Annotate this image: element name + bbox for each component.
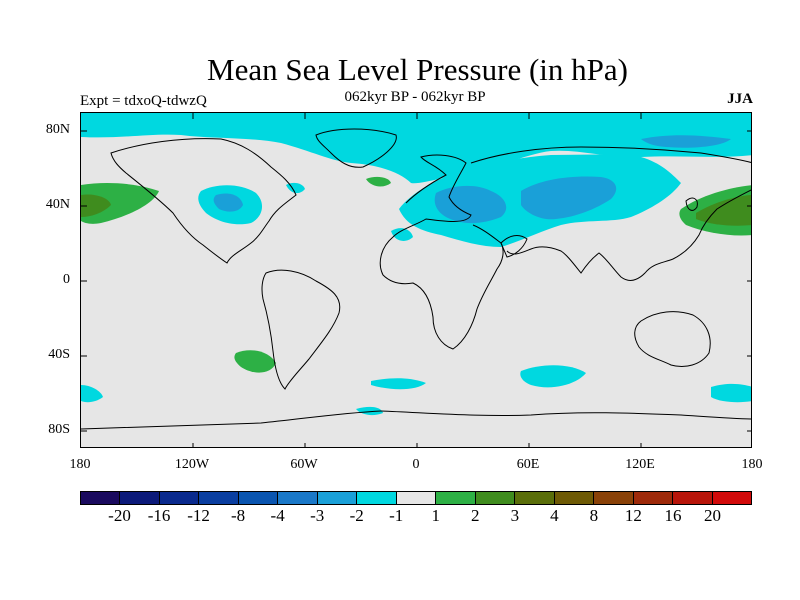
australia-coast [634,311,711,367]
colorbar-label: 1 [431,506,441,525]
siberia-core [641,135,731,148]
colorbar-swatch-6 [317,492,358,504]
southern-ocean-low [356,406,383,416]
south-pacific-low-east [711,383,751,403]
hudson-low [286,182,305,194]
colorbar-swatch-3 [199,492,239,504]
lon-label-60e: 60E [516,457,540,472]
atlantic-high [366,176,391,187]
lat-label-40s: 40S [48,347,70,362]
eurasia-core-east [521,176,617,220]
arctic-low-region [81,113,751,184]
antarctica-coast [81,410,751,430]
colorbar-label: -4 [270,506,285,525]
lon-label-60w: 60W [290,457,318,472]
colorbar-label: -1 [389,506,404,525]
lon-label-180w: 180 [69,457,91,472]
north-pacific-high-west-core [696,195,751,226]
colorbar-label: 2 [471,506,480,525]
colorbar-label: 4 [550,506,559,525]
south-pacific-high [234,350,276,373]
colorbar-label: 3 [510,506,520,525]
lon-label-120e: 120E [625,457,655,472]
greenland-coast [315,128,397,168]
colorbar-label: 8 [589,506,599,525]
colorbar-swatch-10 [475,492,516,504]
lat-label-40n: 40N [45,197,70,212]
lon-label-180e: 180 [741,457,763,472]
colorbar-swatch-11 [515,492,555,504]
colorbar-swatch-12 [554,492,595,504]
lat-label-80n: 80N [45,122,70,137]
colorbar-swatch-15 [673,492,713,504]
eurasia-core-west [434,185,507,224]
colorbar [80,491,752,505]
lon-label-0: 0 [412,457,420,472]
mediterranean-low [391,228,413,241]
colorbar-swatch-8 [396,492,437,504]
colorbar-swatch-7 [357,492,397,504]
map-canvas [81,113,751,447]
north-pacific-high-east-core [81,194,111,217]
colorbar-swatch-16 [712,492,751,504]
north-pacific-high-east [81,183,159,224]
colorbar-label: -3 [310,506,325,525]
ticks [81,113,751,447]
europe-africa-coast [379,154,504,350]
greenland-low [321,130,411,163]
colorbar-swatch-2 [159,492,200,504]
arabia-coast [500,235,528,258]
lat-label-80s: 80S [48,422,70,437]
colorbar-label: 16 [664,506,682,525]
colorbar-label: 12 [624,506,642,525]
colorbar-label: 20 [703,506,721,525]
asia-coast [470,146,751,281]
lon-label-120w: 120W [174,457,210,472]
south-indian-low [520,365,586,388]
colorbar-label: -12 [187,506,210,525]
season-label: JJA [727,91,753,107]
lat-label-equator: 0 [63,272,70,287]
colorbar-label: -8 [231,506,246,525]
experiment-label: Expt = tdxoQ-tdwzQ [80,93,207,109]
map-subtitle: 062kyr BP - 062kyr BP [344,89,486,105]
coastlines [81,128,751,430]
colorbar-label: -2 [349,506,364,525]
colorbar-swatch-0 [81,492,121,504]
colorbar-swatch-5 [278,492,318,504]
colorbar-swatch-13 [594,492,634,504]
colorbar-label: -20 [108,506,131,525]
south-pacific-low-west [81,385,103,403]
south-atlantic-low [371,378,426,390]
colorbar-swatch-4 [238,492,279,504]
north-america-core [213,193,243,212]
colorbar-swatch-9 [436,492,476,504]
map-title: Mean Sea Level Pressure (in hPa) [207,52,628,87]
north-america-coast [110,138,297,264]
japan-coast [685,197,698,211]
colorbar-swatch-14 [633,492,674,504]
south-america-coast [261,269,341,390]
anomaly-fills [81,113,751,416]
colorbar-swatch-1 [120,492,160,504]
map-panel [80,112,752,448]
colorbar-label: -16 [147,506,171,525]
